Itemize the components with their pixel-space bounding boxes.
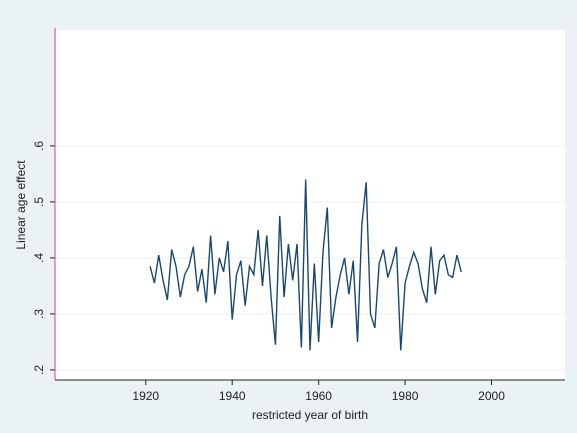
plot-area [55,30,565,380]
x-tick-label: 1940 [219,389,246,403]
y-tick-label: .4 [32,253,46,263]
data-line [149,179,462,351]
y-tick-label: .2 [32,365,46,375]
y-tick-label: .6 [32,141,46,151]
x-tick-label: 2000 [478,389,505,403]
y-axis-title: Linear age effect [14,160,28,250]
x-tick-label: 1980 [392,389,419,403]
x-tick-label: 1920 [132,389,159,403]
x-axis-title: restricted year of birth [252,408,368,422]
y-tick-label: .3 [32,309,46,319]
x-tick-label: 1960 [305,389,332,403]
y-tick-label: .5 [32,197,46,207]
